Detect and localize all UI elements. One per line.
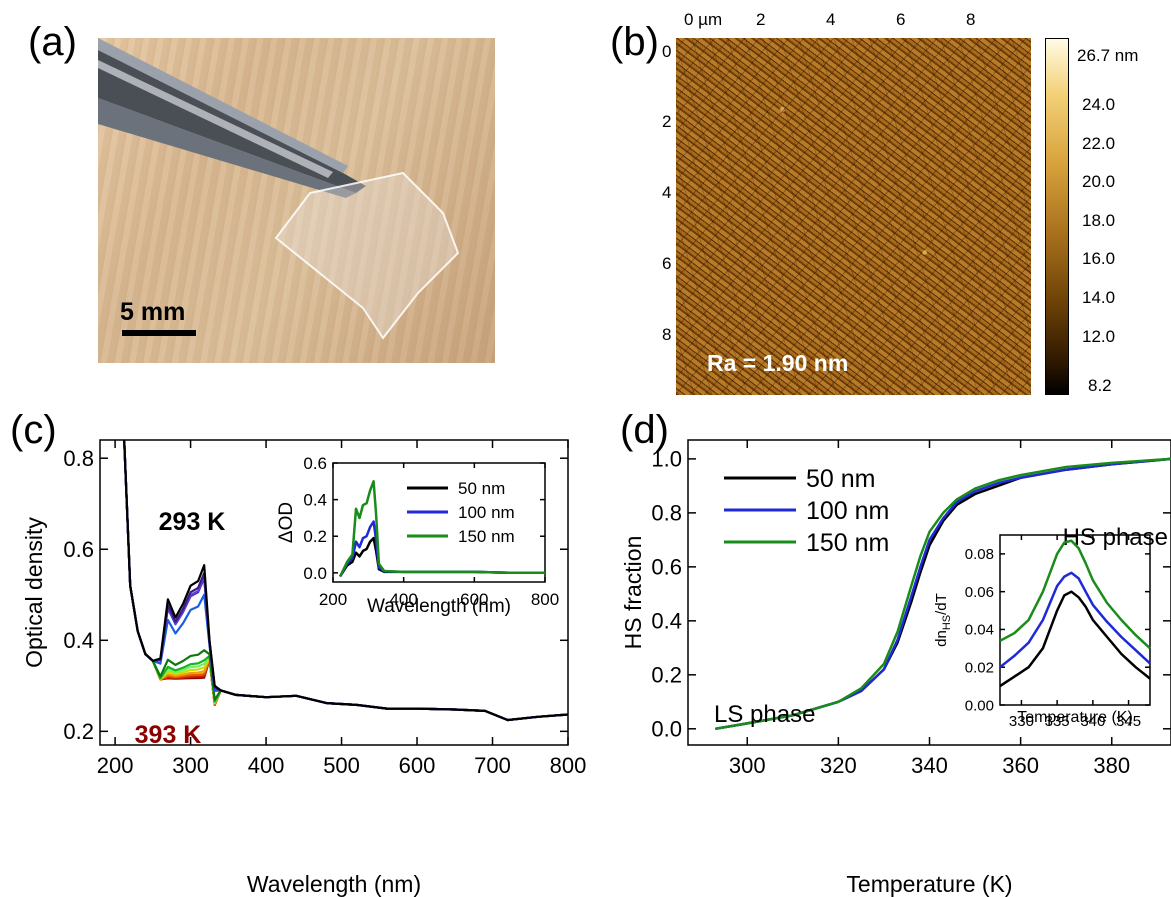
annotation-ls-phase: LS phase [714,701,815,728]
x-tick-label: 340 [1080,713,1105,730]
afm-y-tick: 4 [662,183,672,202]
afm-x-tick: 8 [966,10,976,29]
panel-label-d: (d) [620,408,669,452]
colorbar-tick: 24.0 [1082,95,1116,114]
colorbar-tick: 8.2 [1088,376,1112,395]
x-tick-label: 200 [97,753,134,778]
sample-photo: 5 mm [98,38,495,363]
plot-frame [332,462,546,583]
scale-bar [122,330,196,336]
x-tick-label: 300 [729,753,766,778]
colorbar-tick: 20.0 [1082,172,1116,191]
y-tick-label: 0.00 [965,697,994,714]
legend-entry: 100 nm [458,503,515,522]
x-tick-label: 500 [323,753,360,778]
y-tick-label: 0.02 [965,659,994,676]
afm-x-tick: 4 [826,10,836,29]
y-tick-label: 0.4 [63,628,94,653]
annotation-293k: 293 K [159,508,226,536]
plot-frame [999,534,1151,706]
tweezers-and-film-drawing [98,38,460,340]
x-tick-label: 380 [1093,753,1130,778]
y-tick-label: 0.08 [965,546,994,563]
afm-y-tick: 6 [662,254,672,273]
x-tick-label: 800 [531,590,559,609]
y-tick-label: 0.6 [303,454,327,473]
inset-y-axis-title: ΔOD [276,502,297,543]
x-tick-label: 400 [248,753,285,778]
legend-entry: 100 nm [806,497,889,525]
afm-colorbar [1045,38,1069,395]
y-tick-label: 0.6 [651,555,682,580]
y-tick-label: 0.0 [303,564,327,583]
plot-frame [687,439,1171,746]
x-tick-label: 340 [911,753,948,778]
afm-x-tick: 0 µm [684,10,723,29]
afm-y-tick: 0 [662,42,672,61]
x-tick-label: 320 [820,753,857,778]
annotation-393k: 393 K [135,721,202,749]
legend-entry: 50 nm [806,465,875,493]
colorbar-tick: 26.7 nm [1077,46,1139,65]
y-tick-label: 0.6 [63,537,94,562]
legend-entry: 150 nm [806,529,889,557]
od-spectrum-line [123,439,569,722]
x-tick-label: 360 [1002,753,1039,778]
x-axis-title: Temperature (K) [846,871,1012,897]
colorbar-tick: 12.0 [1082,327,1116,346]
afm-y-tick: 2 [662,112,672,131]
x-tick-label: 600 [399,753,436,778]
afm-x-tick: 2 [756,10,766,29]
x-tick-label: 800 [550,753,587,778]
afm-x-tick: 6 [896,10,906,29]
colorbar-tick: 22.0 [1082,134,1116,153]
y-tick-label: 0.2 [63,719,94,744]
y-axis-title: HS fraction [620,536,646,650]
colorbar-tick: 14.0 [1082,288,1116,307]
roughness-label: Ra = 1.90 nm [707,350,849,376]
scale-bar-label: 5 mm [120,298,186,326]
colorbar-tick: 16.0 [1082,249,1116,268]
panel-label-b: (b) [610,20,659,64]
x-tick-label: 330 [1009,713,1034,730]
inset-x-axis-title: Temperature (K) [1017,709,1133,726]
y-tick-label: 0.4 [651,609,682,634]
x-tick-label: 345 [1116,713,1141,730]
y-tick-label: 0.8 [651,501,682,526]
x-tick-label: 700 [474,753,511,778]
panel-label-a: (a) [28,20,77,64]
inset-x-axis-title: Wavelength (nm) [367,596,511,617]
panel-label-c: (c) [10,408,57,452]
y-tick-label: 0.2 [651,663,682,688]
inset-delta-od-line [338,480,545,578]
afm-y-tick: 8 [662,325,672,344]
hs-fraction-line [715,457,1171,731]
inset-derivative-line [999,590,1151,688]
x-axis-title: Wavelength (nm) [247,871,421,897]
x-tick-label: 400 [389,590,417,609]
y-tick-label: 1.0 [651,447,682,472]
y-axis-title: Optical density [21,517,47,668]
legend-entry: 50 nm [458,479,505,498]
plot-frame [99,439,569,746]
inset-derivative-line [999,571,1151,669]
y-tick-label: 0.4 [303,491,327,510]
inset-derivative-line [999,539,1151,650]
x-tick-label: 300 [172,753,209,778]
y-tick-label: 0.0 [651,717,682,742]
afm-topography-image [676,38,1031,395]
y-tick-label: 0.2 [303,527,327,546]
legend-entry: 150 nm [458,527,515,546]
y-tick-label: 0.06 [965,584,994,601]
y-tick-label: 0.8 [63,446,94,471]
x-tick-label: 600 [460,590,488,609]
inset-y-axis-title: dnHS/dT [933,593,953,647]
colorbar-tick: 18.0 [1082,211,1116,230]
y-tick-label: 0.04 [965,622,994,639]
x-tick-label: 335 [1045,713,1070,730]
x-tick-label: 200 [319,590,347,609]
